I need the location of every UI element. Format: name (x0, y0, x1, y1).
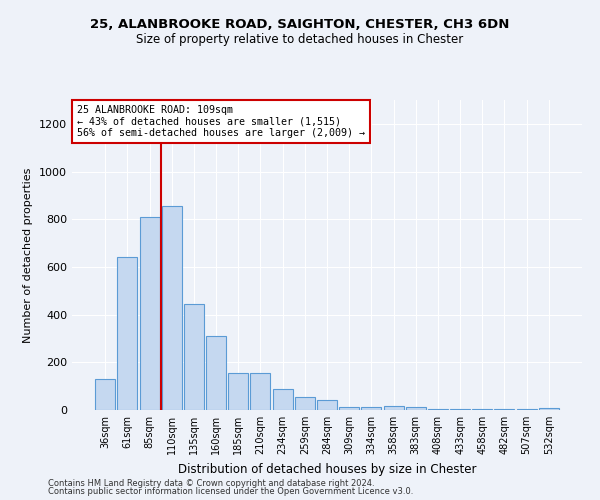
Text: Contains public sector information licensed under the Open Government Licence v3: Contains public sector information licen… (48, 487, 413, 496)
Bar (118, 258, 137, 410)
Y-axis label: Number of detached properties: Number of detached properties (23, 168, 34, 342)
Bar (250, 372, 271, 410)
Bar (228, 372, 248, 410)
Bar (272, 388, 293, 410)
Bar (361, 406, 382, 410)
Text: 25, ALANBROOKE ROAD, SAIGHTON, CHESTER, CH3 6DN: 25, ALANBROOKE ROAD, SAIGHTON, CHESTER, … (91, 18, 509, 30)
Text: Contains HM Land Registry data © Crown copyright and database right 2024.: Contains HM Land Registry data © Crown c… (48, 478, 374, 488)
Bar (339, 407, 359, 410)
Text: Size of property relative to detached houses in Chester: Size of property relative to detached ho… (136, 32, 464, 46)
Bar (317, 400, 337, 410)
Bar (162, 206, 182, 410)
Bar (184, 304, 204, 410)
Bar (539, 408, 559, 410)
Text: 25 ALANBROOKE ROAD: 109sqm
← 43% of detached houses are smaller (1,515)
56% of s: 25 ALANBROOKE ROAD: 109sqm ← 43% of deta… (77, 104, 365, 138)
Bar (206, 336, 226, 410)
Bar (295, 397, 315, 410)
X-axis label: Distribution of detached houses by size in Chester: Distribution of detached houses by size … (178, 462, 476, 475)
Bar (406, 408, 426, 410)
Bar (383, 406, 404, 410)
Bar (140, 217, 160, 410)
Bar (95, 379, 115, 410)
